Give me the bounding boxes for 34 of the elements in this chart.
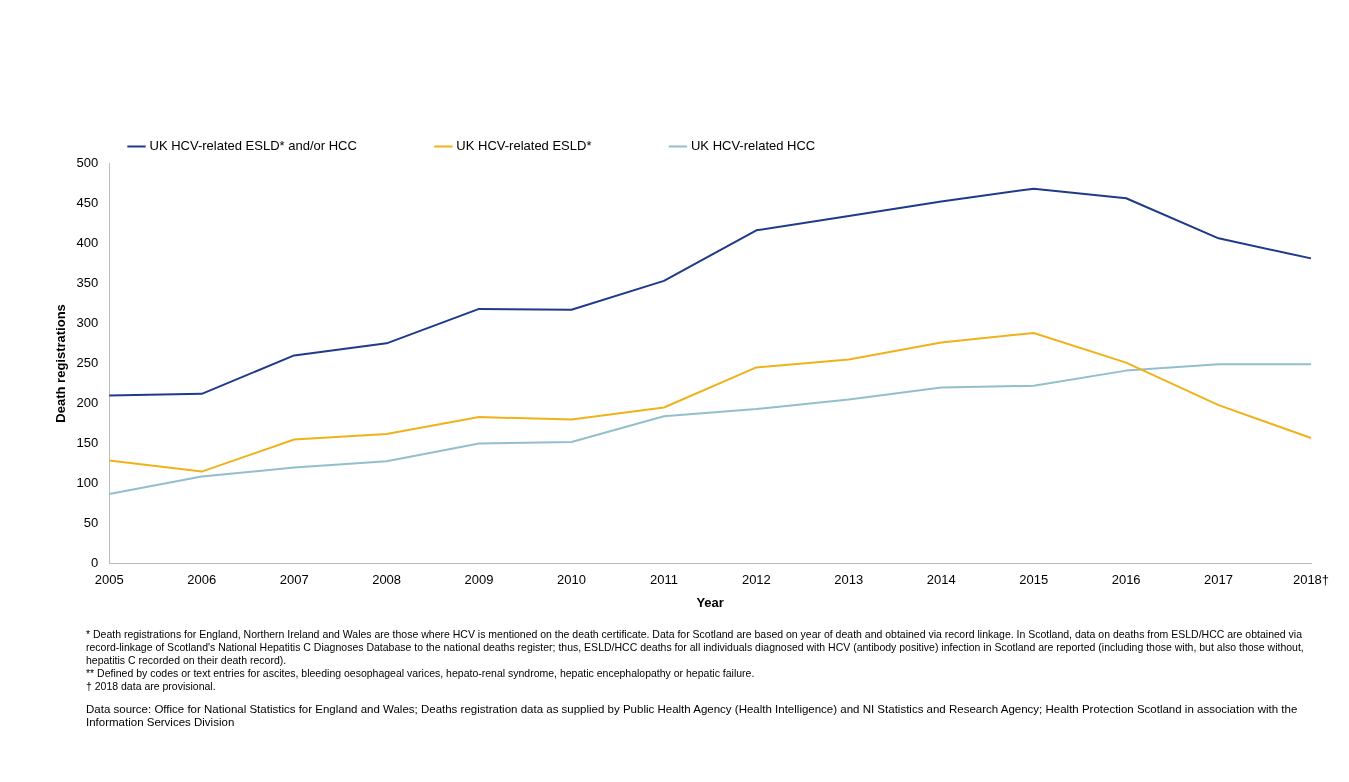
x-tick-label: 2013 — [834, 572, 864, 588]
x-tick-label: 2016 — [1111, 572, 1141, 588]
legend-label: UK HCV-related ESLD* and/or HCC — [149, 138, 357, 154]
x-tick-label: 2011 — [649, 572, 678, 588]
y-tick-label: 100 — [76, 475, 99, 491]
x-tick-label: 2014 — [926, 572, 956, 588]
text: † 2018 data are provisional. — [86, 680, 217, 693]
text: * Death registrations for England, Northern Ireland and Wales are those where HCV is mentioned on the death certificate. Data for Scotland are based on year of death and obtained via record linkage. In Scotland, data on deaths from ESLD/HCC are obtained via record-linkage of Scotland's National Hepatitis C Diagnoses Database to the national deaths register; thus, ESLD/HCC deaths for all individuals diagnosed with HCV (antibody positive) infection in Scotland are reported (including those with, but also those without, hepatitis C recorded on their death record). — [86, 628, 1305, 667]
y-tick-label: 350 — [76, 274, 99, 290]
x-tick-label: 2017 — [1204, 572, 1234, 588]
y-tick-label: 200 — [76, 395, 99, 411]
legend-label: UK HCV-related HCC — [690, 138, 816, 154]
y-tick-label: 450 — [76, 194, 99, 210]
x-axis-title: Year — [696, 594, 724, 610]
source-note: Data source: Office for National Statistics for England and Wales; Deaths registration data as supplied by Public Health Agency (Health Intelligence) and NI Statistics and Research Agency; Health Protection Scotland in association with the Information Services Division — [86, 703, 1299, 729]
y-tick-label: 500 — [76, 154, 99, 170]
x-tick-label: 2005 — [94, 572, 124, 588]
x-tick-label: 2018† — [1292, 572, 1330, 588]
x-tick-label: 2010 — [557, 572, 586, 588]
x-tick-label: 2007 — [279, 572, 309, 588]
text: ** Defined by codes or text entries for ascites, bleeding oesophageal varices, hepato-renal syndrome, hepatic encephalopathy or hepatic failure. — [86, 667, 756, 680]
x-tick-label: 2012 — [741, 572, 771, 588]
y-tick-label: 400 — [76, 234, 99, 250]
x-tick-label: 2008 — [372, 572, 402, 588]
y-axis-title: Death registrations — [53, 304, 69, 423]
y-tick-label: 50 — [83, 515, 99, 531]
x-tick-label: 2006 — [187, 572, 217, 588]
y-tick-label: 300 — [76, 314, 99, 330]
y-tick-label: 0 — [91, 555, 99, 571]
legend-label: UK HCV-related ESLD* — [456, 138, 592, 154]
x-tick-label: 2009 — [464, 572, 494, 588]
y-tick-label: 250 — [76, 354, 99, 370]
x-tick-label: 2015 — [1019, 572, 1049, 588]
y-tick-label: 150 — [76, 435, 99, 451]
